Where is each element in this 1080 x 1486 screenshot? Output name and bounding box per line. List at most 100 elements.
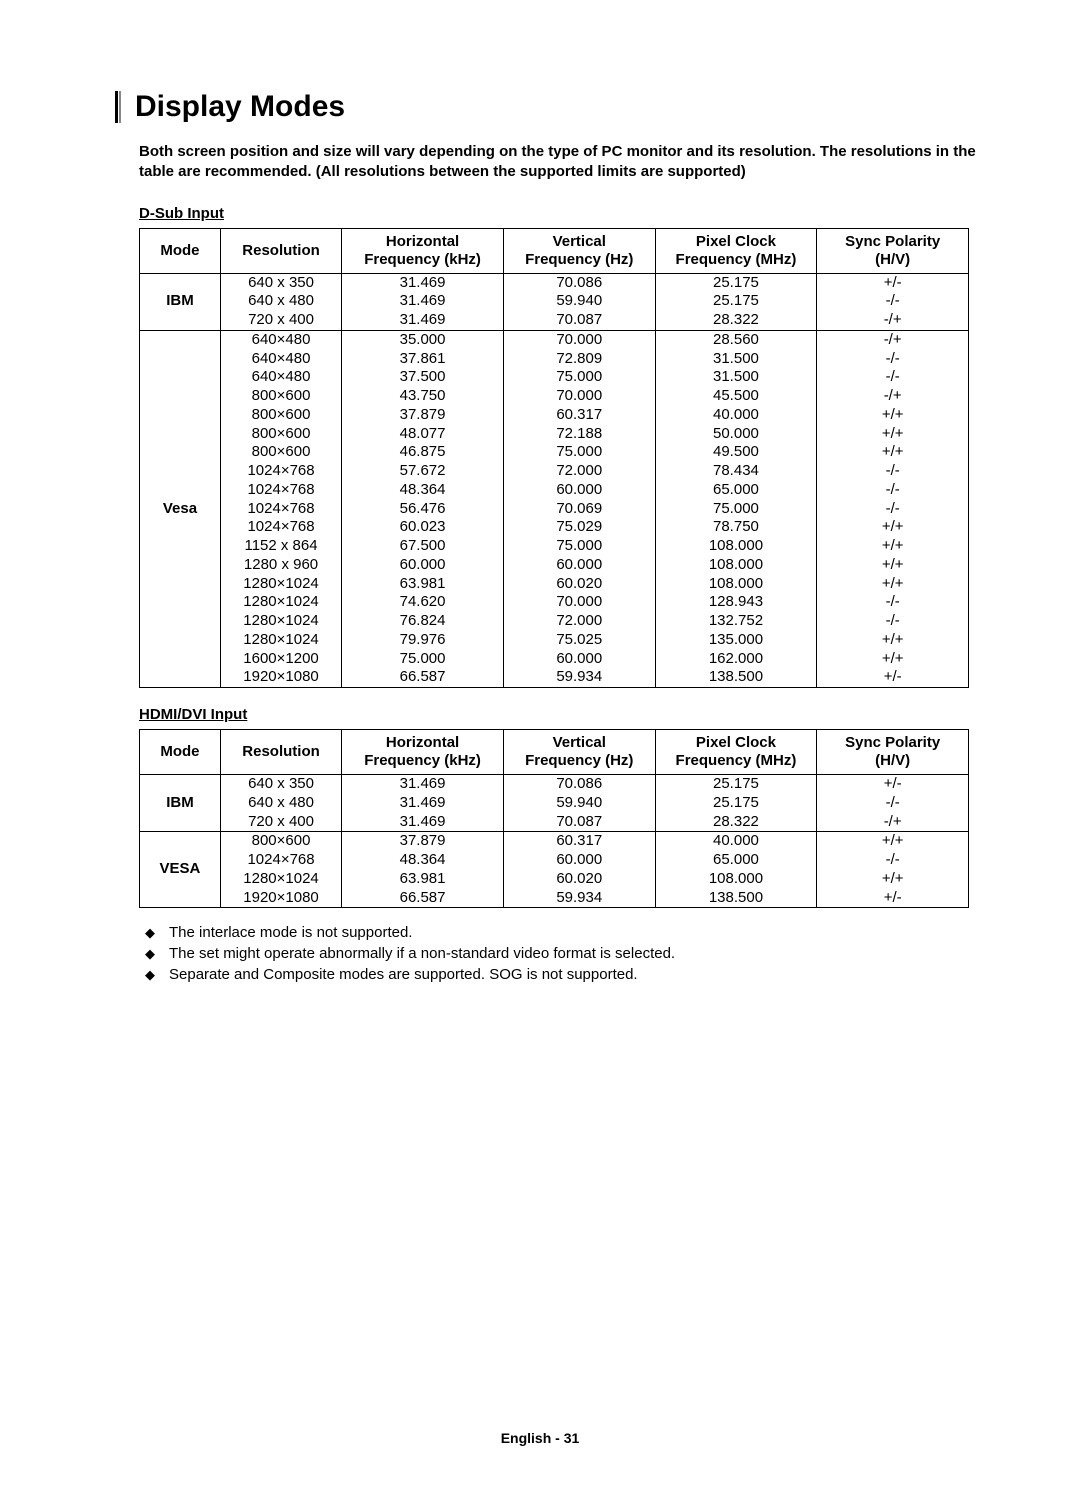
data-cell: 1024×768 [220,851,341,870]
data-cell: 37.500 [342,368,504,387]
table-row: 1024×76860.02375.02978.750+/+ [140,518,969,537]
data-cell: 108.000 [655,870,817,889]
data-cell: 31.469 [342,273,504,292]
data-cell: 1152 x 864 [220,537,341,556]
data-cell: 78.434 [655,462,817,481]
data-cell: 31.500 [655,350,817,369]
data-cell: -/- [817,481,969,500]
data-cell: 78.750 [655,518,817,537]
column-header: Mode [140,730,221,775]
data-cell: -/+ [817,813,969,832]
data-cell: +/+ [817,556,969,575]
data-cell: 31.469 [342,311,504,330]
data-cell: -/- [817,500,969,519]
data-cell: 1280×1024 [220,612,341,631]
data-cell: 72.000 [503,462,655,481]
data-cell: 74.620 [342,593,504,612]
data-cell: +/+ [817,537,969,556]
data-cell: 48.077 [342,425,504,444]
data-cell: 60.317 [503,832,655,851]
data-cell: 75.029 [503,518,655,537]
page-title: Display Modes [135,90,345,124]
table-row: 1152 x 86467.50075.000108.000+/+ [140,537,969,556]
data-cell: 75.025 [503,631,655,650]
note-item: The set might operate abnormally if a no… [139,945,980,962]
data-cell: 640×480 [220,330,341,349]
data-cell: 25.175 [655,292,817,311]
table-row: 1280×102474.62070.000128.943-/- [140,593,969,612]
data-cell: 40.000 [655,832,817,851]
data-cell: 75.000 [342,650,504,669]
table-row: 1600×120075.00060.000162.000+/+ [140,650,969,669]
notes-list: The interlace mode is not supported. The … [139,924,980,983]
column-header: Pixel ClockFrequency (MHz) [655,228,817,273]
data-cell: 70.087 [503,813,655,832]
data-cell: 48.364 [342,481,504,500]
data-cell: 800×600 [220,387,341,406]
data-cell: 59.940 [503,794,655,813]
data-cell: 800×600 [220,425,341,444]
data-cell: 37.861 [342,350,504,369]
data-cell: +/+ [817,406,969,425]
data-cell: 135.000 [655,631,817,650]
data-cell: 35.000 [342,330,504,349]
note-item: The interlace mode is not supported. [139,924,980,941]
table-subheading: D-Sub Input [139,205,980,222]
data-cell: +/+ [817,425,969,444]
data-cell: 60.020 [503,870,655,889]
note-item: Separate and Composite modes are support… [139,966,980,983]
data-cell: 640 x 350 [220,273,341,292]
data-cell: +/+ [817,650,969,669]
column-header: VerticalFrequency (Hz) [503,730,655,775]
table-row: 800×60046.87575.00049.500+/+ [140,443,969,462]
table-row: 800×60037.87960.31740.000+/+ [140,406,969,425]
table-row: 800×60043.75070.00045.500-/+ [140,387,969,406]
table-row: 1024×76856.47670.06975.000-/- [140,500,969,519]
data-cell: 1280×1024 [220,593,341,612]
data-cell: 25.175 [655,775,817,794]
data-cell: 720 x 400 [220,311,341,330]
table-row: 1280×102476.82472.000132.752-/- [140,612,969,631]
data-cell: +/- [817,668,969,687]
data-cell: 76.824 [342,612,504,631]
data-cell: -/- [817,462,969,481]
data-cell: 72.000 [503,612,655,631]
column-header: VerticalFrequency (Hz) [503,228,655,273]
data-cell: 60.020 [503,575,655,594]
data-cell: 70.000 [503,330,655,349]
data-cell: 59.940 [503,292,655,311]
data-cell: -/- [817,368,969,387]
data-cell: 75.000 [503,443,655,462]
mode-cell: IBM [140,273,221,330]
data-cell: 25.175 [655,273,817,292]
data-cell: -/+ [817,387,969,406]
data-cell: 1280×1024 [220,870,341,889]
data-cell: 31.469 [342,292,504,311]
data-cell: 31.469 [342,794,504,813]
data-cell: 65.000 [655,851,817,870]
data-cell: 60.000 [503,556,655,575]
data-cell: 1280×1024 [220,631,341,650]
data-cell: 800×600 [220,406,341,425]
table-subheading: HDMI/DVI Input [139,706,980,723]
column-header: Sync Polarity(H/V) [817,730,969,775]
data-cell: 59.934 [503,668,655,687]
data-cell: -/+ [817,330,969,349]
table-row: 720 x 40031.46970.08728.322-/+ [140,813,969,832]
data-cell: 60.000 [503,481,655,500]
data-cell: -/- [817,612,969,631]
data-cell: 72.809 [503,350,655,369]
data-cell: +/+ [817,518,969,537]
data-cell: 70.000 [503,593,655,612]
data-cell: 67.500 [342,537,504,556]
table-row: 1024×76857.67272.00078.434-/- [140,462,969,481]
column-header: HorizontalFrequency (kHz) [342,228,504,273]
data-cell: +/+ [817,575,969,594]
table-row: 640×48037.50075.00031.500-/- [140,368,969,387]
data-cell: 75.000 [503,368,655,387]
data-cell: 108.000 [655,556,817,575]
data-cell: -/- [817,851,969,870]
data-cell: 1280 x 960 [220,556,341,575]
data-cell: 132.752 [655,612,817,631]
data-cell: 50.000 [655,425,817,444]
